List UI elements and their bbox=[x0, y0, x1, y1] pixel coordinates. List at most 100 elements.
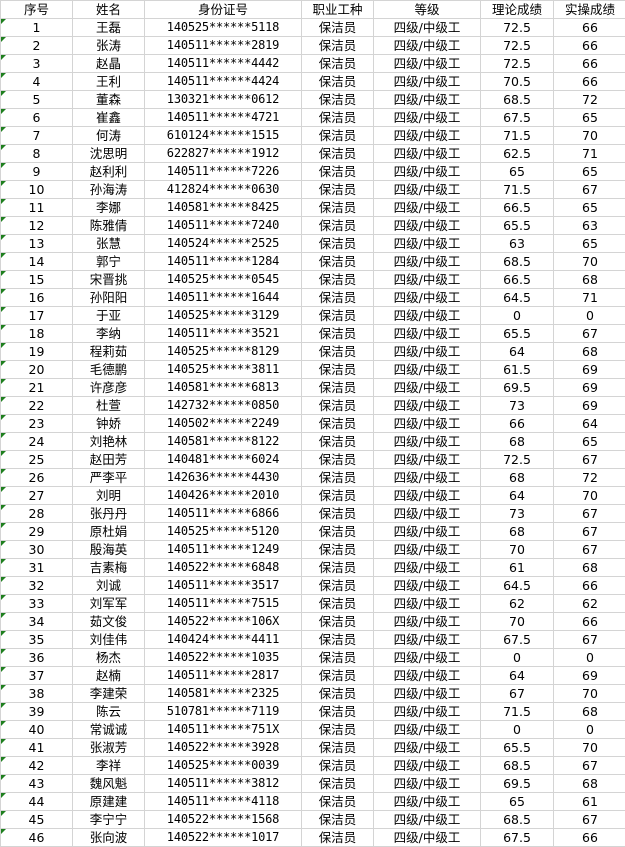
cell-practical-score[interactable]: 70 bbox=[553, 252, 625, 271]
cell-id-number[interactable]: 140581******6813 bbox=[144, 378, 302, 397]
cell-id-number[interactable]: 140511******4442 bbox=[144, 54, 302, 73]
cell-practical-score[interactable]: 71 bbox=[553, 144, 625, 163]
cell-practical-score[interactable]: 72 bbox=[553, 90, 625, 109]
cell-occupation[interactable]: 保洁员 bbox=[301, 306, 374, 325]
cell-theory-score[interactable]: 72.5 bbox=[480, 18, 554, 37]
cell-id-number[interactable]: 140522******1017 bbox=[144, 828, 302, 847]
cell-name[interactable]: 张淑芳 bbox=[72, 738, 145, 757]
cell-practical-score[interactable]: 69 bbox=[553, 396, 625, 415]
cell-level[interactable]: 四级/中级工 bbox=[373, 774, 481, 793]
cell-name[interactable]: 沈思明 bbox=[72, 144, 145, 163]
cell-name[interactable]: 刘佳伟 bbox=[72, 630, 145, 649]
cell-id-number[interactable]: 140524******2525 bbox=[144, 234, 302, 253]
cell-occupation[interactable]: 保洁员 bbox=[301, 378, 374, 397]
cell-name[interactable]: 原杜娟 bbox=[72, 522, 145, 541]
cell-theory-score[interactable]: 64.5 bbox=[480, 576, 554, 595]
cell-id-number[interactable]: 622827******1912 bbox=[144, 144, 302, 163]
cell-id-number[interactable]: 140511******4424 bbox=[144, 72, 302, 91]
cell-occupation[interactable]: 保洁员 bbox=[301, 288, 374, 307]
cell-practical-score[interactable]: 61 bbox=[553, 792, 625, 811]
cell-id-number[interactable]: 140511******4118 bbox=[144, 792, 302, 811]
cell-theory-score[interactable]: 65 bbox=[480, 792, 554, 811]
cell-id-number[interactable]: 140481******6024 bbox=[144, 450, 302, 469]
cell-name[interactable]: 张慧 bbox=[72, 234, 145, 253]
cell-id-number[interactable]: 140522******3928 bbox=[144, 738, 302, 757]
cell-level[interactable]: 四级/中级工 bbox=[373, 630, 481, 649]
cell-theory-score[interactable]: 68.5 bbox=[480, 756, 554, 775]
cell-id-number[interactable]: 140522******1568 bbox=[144, 810, 302, 829]
cell-theory-score[interactable]: 65.5 bbox=[480, 324, 554, 343]
cell-seq[interactable]: 45 bbox=[0, 810, 73, 829]
cell-level[interactable]: 四级/中级工 bbox=[373, 72, 481, 91]
cell-level[interactable]: 四级/中级工 bbox=[373, 486, 481, 505]
cell-name[interactable]: 王磊 bbox=[72, 18, 145, 37]
cell-practical-score[interactable]: 66 bbox=[553, 612, 625, 631]
cell-occupation[interactable]: 保洁员 bbox=[301, 576, 374, 595]
cell-name[interactable]: 毛德鹏 bbox=[72, 360, 145, 379]
cell-practical-score[interactable]: 66 bbox=[553, 576, 625, 595]
cell-id-number[interactable]: 140581******8122 bbox=[144, 432, 302, 451]
cell-level[interactable]: 四级/中级工 bbox=[373, 792, 481, 811]
cell-occupation[interactable]: 保洁员 bbox=[301, 486, 374, 505]
cell-practical-score[interactable]: 62 bbox=[553, 594, 625, 613]
cell-seq[interactable]: 37 bbox=[0, 666, 73, 685]
cell-name[interactable]: 许彦彦 bbox=[72, 378, 145, 397]
cell-name[interactable]: 张向波 bbox=[72, 828, 145, 847]
cell-occupation[interactable]: 保洁员 bbox=[301, 108, 374, 127]
cell-occupation[interactable]: 保洁员 bbox=[301, 126, 374, 145]
cell-id-number[interactable]: 140522******106X bbox=[144, 612, 302, 631]
cell-occupation[interactable]: 保洁员 bbox=[301, 450, 374, 469]
cell-occupation[interactable]: 保洁员 bbox=[301, 270, 374, 289]
cell-practical-score[interactable]: 68 bbox=[553, 342, 625, 361]
cell-seq[interactable]: 5 bbox=[0, 90, 73, 109]
cell-id-number[interactable]: 140525******5120 bbox=[144, 522, 302, 541]
cell-name[interactable]: 吉素梅 bbox=[72, 558, 145, 577]
cell-level[interactable]: 四级/中级工 bbox=[373, 612, 481, 631]
cell-name[interactable]: 王利 bbox=[72, 72, 145, 91]
cell-occupation[interactable]: 保洁员 bbox=[301, 162, 374, 181]
cell-name[interactable]: 殷海英 bbox=[72, 540, 145, 559]
cell-name[interactable]: 孙海涛 bbox=[72, 180, 145, 199]
cell-theory-score[interactable]: 70 bbox=[480, 612, 554, 631]
cell-theory-score[interactable]: 68 bbox=[480, 522, 554, 541]
cell-occupation[interactable]: 保洁员 bbox=[301, 90, 374, 109]
cell-occupation[interactable]: 保洁员 bbox=[301, 360, 374, 379]
cell-theory-score[interactable]: 61.5 bbox=[480, 360, 554, 379]
cell-level[interactable]: 四级/中级工 bbox=[373, 468, 481, 487]
cell-seq[interactable]: 18 bbox=[0, 324, 73, 343]
cell-seq[interactable]: 30 bbox=[0, 540, 73, 559]
cell-occupation[interactable]: 保洁员 bbox=[301, 828, 374, 847]
cell-practical-score[interactable]: 68 bbox=[553, 774, 625, 793]
cell-practical-score[interactable]: 65 bbox=[553, 198, 625, 217]
cell-practical-score[interactable]: 66 bbox=[553, 18, 625, 37]
cell-occupation[interactable]: 保洁员 bbox=[301, 756, 374, 775]
cell-occupation[interactable]: 保洁员 bbox=[301, 810, 374, 829]
cell-occupation[interactable]: 保洁员 bbox=[301, 738, 374, 757]
cell-theory-score[interactable]: 66.5 bbox=[480, 198, 554, 217]
cell-occupation[interactable]: 保洁员 bbox=[301, 558, 374, 577]
cell-seq[interactable]: 29 bbox=[0, 522, 73, 541]
cell-practical-score[interactable]: 67 bbox=[553, 324, 625, 343]
cell-name[interactable]: 刘诚 bbox=[72, 576, 145, 595]
cell-level[interactable]: 四级/中级工 bbox=[373, 306, 481, 325]
cell-seq[interactable]: 25 bbox=[0, 450, 73, 469]
header-name[interactable]: 姓名 bbox=[72, 0, 145, 19]
cell-level[interactable]: 四级/中级工 bbox=[373, 18, 481, 37]
cell-seq[interactable]: 40 bbox=[0, 720, 73, 739]
cell-occupation[interactable]: 保洁员 bbox=[301, 792, 374, 811]
cell-seq[interactable]: 7 bbox=[0, 126, 73, 145]
cell-theory-score[interactable]: 73 bbox=[480, 396, 554, 415]
cell-practical-score[interactable]: 66 bbox=[553, 54, 625, 73]
cell-name[interactable]: 郭宁 bbox=[72, 252, 145, 271]
cell-id-number[interactable]: 140511******1249 bbox=[144, 540, 302, 559]
cell-level[interactable]: 四级/中级工 bbox=[373, 234, 481, 253]
cell-theory-score[interactable]: 72.5 bbox=[480, 36, 554, 55]
cell-level[interactable]: 四级/中级工 bbox=[373, 432, 481, 451]
cell-practical-score[interactable]: 69 bbox=[553, 378, 625, 397]
cell-name[interactable]: 崔鑫 bbox=[72, 108, 145, 127]
cell-name[interactable]: 董森 bbox=[72, 90, 145, 109]
cell-level[interactable]: 四级/中级工 bbox=[373, 504, 481, 523]
cell-theory-score[interactable]: 65.5 bbox=[480, 738, 554, 757]
cell-level[interactable]: 四级/中级工 bbox=[373, 126, 481, 145]
cell-id-number[interactable]: 610124******1515 bbox=[144, 126, 302, 145]
